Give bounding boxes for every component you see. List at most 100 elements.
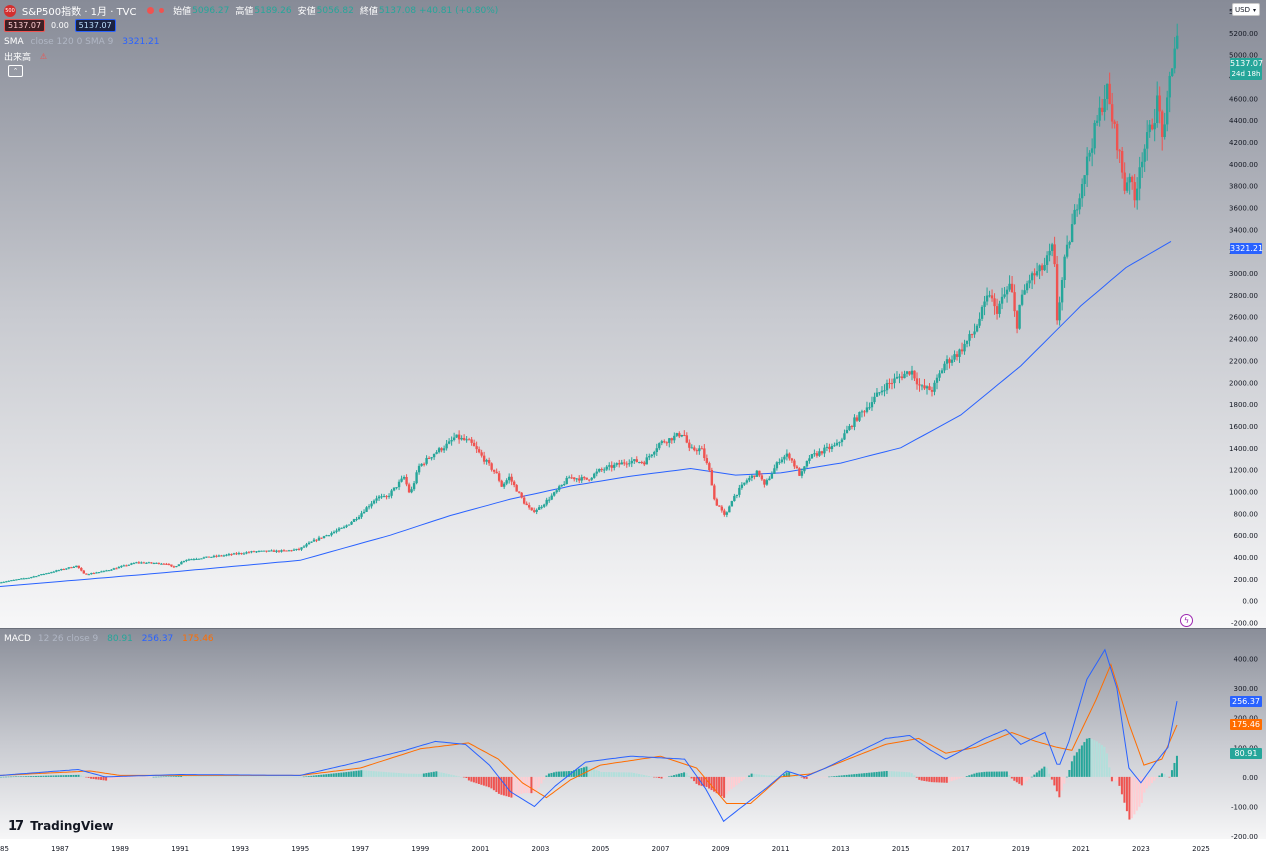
collapse-legend-button[interactable]: ⌃: [8, 65, 23, 77]
macd-hist-bar: [192, 776, 195, 777]
currency-select[interactable]: USD ▾: [1232, 3, 1260, 16]
candle: [663, 439, 666, 444]
macd-hist-bar: [620, 772, 623, 777]
candle-body: [150, 562, 153, 564]
candle-body: [142, 562, 146, 564]
candle: [445, 439, 448, 451]
candle-body: [835, 442, 839, 446]
macd-hist-bar: [968, 775, 971, 777]
candle-body: [1103, 98, 1106, 112]
candle-body: [775, 462, 779, 469]
candle: [860, 409, 864, 418]
tradingview-logo[interactable]: 17 TradingView: [8, 819, 113, 834]
candle-body: [693, 447, 696, 451]
candle-body: [908, 371, 911, 375]
candle: [47, 572, 50, 574]
macd-hist-bar: [5, 776, 8, 778]
candle-body: [1176, 35, 1179, 49]
candle: [77, 565, 81, 569]
candle: [838, 441, 841, 447]
price-chart[interactable]: -200.000.00200.00400.00600.00800.001000.…: [0, 0, 1266, 628]
candle: [918, 378, 921, 392]
candle-body: [948, 359, 951, 363]
candle: [150, 562, 153, 564]
macd-hist-bar: [125, 776, 128, 778]
symbol-title[interactable]: S&P500指数 · 1月 · TVC: [21, 7, 137, 18]
candle-body: [1000, 296, 1004, 304]
symbol-legend[interactable]: 500 S&P500指数 · 1月 · TVC 始値5096.27 高値5189.…: [4, 3, 504, 18]
candle-body: [500, 480, 503, 487]
macd-chart[interactable]: -200.00-100.000.00100.00200.00300.00400.…: [0, 629, 1266, 841]
macd-hist-bar: [237, 776, 240, 777]
sell-button[interactable]: 5137.07: [4, 19, 46, 32]
macd-hist-bar: [382, 771, 385, 777]
candle-body: [155, 562, 158, 564]
candle-body: [723, 510, 726, 515]
candle: [82, 569, 86, 574]
macd-hist-bar: [317, 775, 320, 777]
macd-hist-bar: [808, 776, 811, 779]
macd-hist-bar: [908, 772, 911, 777]
time-tick-label: 1991: [171, 845, 189, 853]
candle: [625, 461, 628, 468]
candle: [280, 549, 283, 553]
volume-legend[interactable]: 出来高 ⚠: [4, 50, 47, 63]
time-axis[interactable]: 1985198719891991199319951997199920012003…: [0, 839, 1266, 853]
candle-body: [80, 567, 83, 571]
candle: [175, 565, 178, 568]
lightning-icon[interactable]: ϟ: [1180, 614, 1193, 627]
candle-body: [758, 470, 761, 476]
candle-body: [610, 465, 613, 468]
candle-body: [0, 582, 3, 584]
candle-body: [185, 559, 188, 561]
candle: [177, 564, 181, 567]
macd-hist-bar: [783, 774, 786, 777]
macd-hist-bar: [410, 773, 413, 777]
candle: [415, 470, 418, 485]
macd-hist-bar: [110, 776, 113, 780]
candle: [1008, 275, 1011, 292]
macd-hist-bar: [660, 776, 663, 779]
candle: [130, 562, 133, 566]
candle: [958, 348, 961, 363]
candle: [380, 493, 383, 499]
sma-legend[interactable]: SMA close 120 0 SMA 9 3321.21: [4, 37, 160, 48]
pane-divider[interactable]: [0, 628, 1266, 629]
price-pane[interactable]: -200.00 0.00 200.00 400.00 600.00 800.00 1000.…: [0, 0, 1266, 628]
time-tick-label: 1987: [51, 845, 69, 853]
candle: [758, 470, 761, 478]
macd-pane[interactable]: -200.00-100.000.00100.00200.00300.00400.…: [0, 629, 1266, 841]
macd-hist-bar: [270, 776, 273, 778]
candle-body: [275, 550, 278, 552]
candle-body: [345, 525, 348, 527]
last-price-value: 5137.07: [1230, 59, 1264, 68]
macd-hist-bar: [385, 772, 388, 777]
candle: [535, 508, 538, 515]
candle-body: [1003, 294, 1006, 297]
macd-hist-bar: [633, 772, 636, 777]
macd-hist-bar: [1085, 738, 1088, 777]
candle-body: [628, 463, 631, 465]
candle-body: [210, 556, 213, 558]
candle-body: [993, 298, 996, 307]
macd-hist-bar: [1058, 776, 1061, 798]
candle: [893, 373, 896, 389]
buy-button[interactable]: 5137.07: [74, 19, 116, 32]
candle: [1078, 193, 1081, 215]
candle: [465, 436, 468, 443]
macd-hist-bar: [577, 768, 580, 777]
candle: [695, 448, 699, 455]
candle-body: [768, 478, 771, 481]
candle-body: [915, 378, 919, 385]
candle: [718, 505, 721, 507]
candle: [307, 541, 311, 545]
candle-body: [980, 306, 984, 319]
macd-hist-bar: [850, 774, 853, 777]
signal-axis-label: 175.46: [1230, 719, 1262, 730]
macd-legend[interactable]: MACD 12 26 close 9 80.91 256.37 175.46: [4, 634, 214, 645]
candle-body: [490, 463, 493, 470]
ohlc-value-0: 5096.27: [192, 5, 230, 16]
candle-body: [147, 562, 151, 564]
candle-body: [733, 496, 736, 502]
price-tick-label: 2000.00: [1229, 379, 1258, 387]
